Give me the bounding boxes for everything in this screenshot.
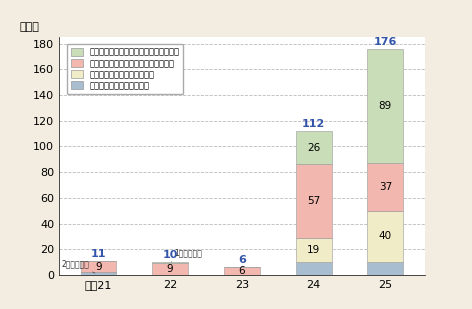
Legend: 麻薬及び向精神薬取締法違反の検挙人員, 指定薬物に係る薬事法違反の検挙人員, 交通関係法令違反の検挙人員, その他法令違反の検挙人員: 麻薬及び向精神薬取締法違反の検挙人員, 指定薬物に係る薬事法違反の検挙人員, 交… — [67, 44, 184, 94]
Text: 40: 40 — [379, 231, 392, 241]
Bar — [152, 264, 188, 275]
Bar — [367, 262, 403, 275]
Text: 6: 6 — [238, 266, 245, 276]
Text: 2（その他）: 2（その他） — [61, 259, 95, 273]
Text: 37: 37 — [379, 182, 392, 192]
Text: 89: 89 — [379, 101, 392, 111]
Text: 6: 6 — [238, 255, 246, 265]
Text: 176: 176 — [374, 37, 397, 47]
Bar — [367, 211, 403, 262]
Bar — [224, 267, 260, 275]
Bar — [295, 164, 331, 238]
Text: 11: 11 — [91, 249, 106, 259]
Bar — [295, 238, 331, 262]
Bar — [367, 49, 403, 163]
Bar — [152, 262, 188, 264]
Text: 1（麻向法）: 1（麻向法） — [172, 249, 202, 262]
Text: 26: 26 — [307, 143, 320, 153]
Y-axis label: （人）: （人） — [20, 22, 40, 32]
Bar — [295, 262, 331, 275]
Text: 19: 19 — [307, 245, 320, 255]
Text: 57: 57 — [307, 196, 320, 206]
Bar — [295, 131, 331, 164]
Text: 10: 10 — [162, 250, 178, 260]
Text: 112: 112 — [302, 119, 325, 129]
Text: 9: 9 — [167, 264, 174, 274]
Bar — [81, 261, 117, 273]
Bar — [81, 273, 117, 275]
Text: 9: 9 — [95, 262, 102, 272]
Bar — [367, 163, 403, 211]
